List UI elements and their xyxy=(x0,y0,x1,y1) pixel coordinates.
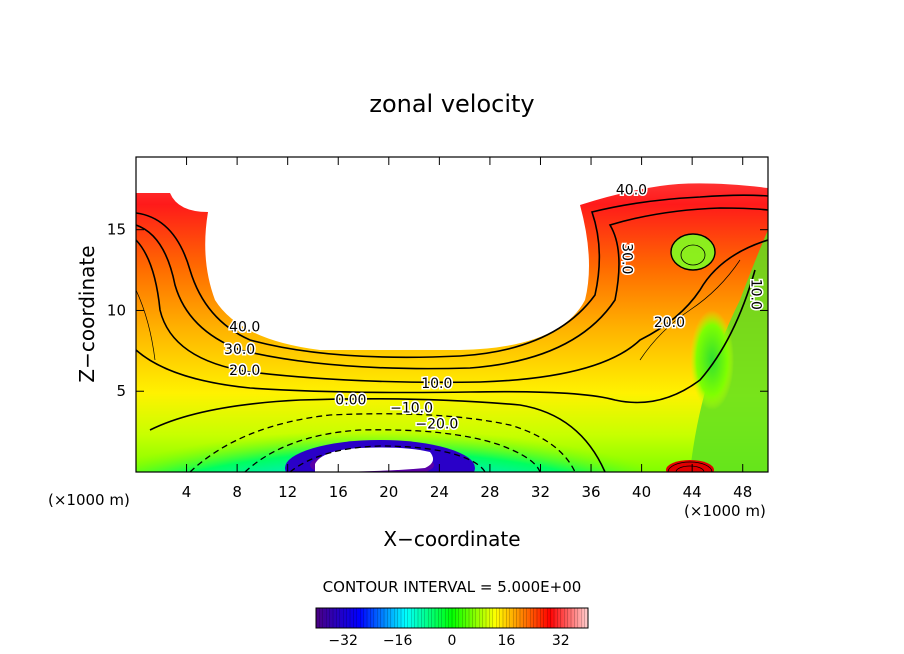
chart-title: zonal velocity xyxy=(369,90,534,118)
contour-label: 20.0 xyxy=(654,315,685,331)
y-axis-label: Z−coordinate xyxy=(75,245,99,382)
contour-ring-3 xyxy=(667,461,713,472)
x-tick-label: 24 xyxy=(430,483,449,501)
contour-ring-1 xyxy=(670,233,716,271)
y-tick-label: 15 xyxy=(107,221,126,239)
blank-top-region xyxy=(136,157,768,350)
x-tick-label: 8 xyxy=(232,483,242,501)
x-unit-right: (×1000 m) xyxy=(684,502,766,520)
x-axis-label: X−coordinate xyxy=(383,527,520,551)
contour-ring-2 xyxy=(680,244,706,266)
y-tick-label: 10 xyxy=(107,301,126,319)
x-tick-label: 12 xyxy=(278,483,297,501)
contour-interval-text: CONTOUR INTERVAL = 5.000E+00 xyxy=(323,578,582,596)
colorbar-tick-label: 16 xyxy=(497,633,515,649)
contour-thin-2 xyxy=(639,259,741,361)
right-green-core xyxy=(690,310,734,410)
contour-0 xyxy=(149,397,606,472)
colorbar-tick-label: 0 xyxy=(448,633,457,649)
colorbar-tick-label: 32 xyxy=(552,633,570,649)
y-tick-label: 5 xyxy=(116,382,126,400)
contour-label: 10.0 xyxy=(748,279,764,310)
contour-label: 40.0 xyxy=(616,182,647,198)
contour-label: −20.0 xyxy=(415,417,458,433)
contour-label: 0.00 xyxy=(335,392,366,408)
x-tick-label: 36 xyxy=(581,483,600,501)
x-tick-label: 20 xyxy=(379,483,398,501)
x-axis-ticks: 4 8 12 16 20 24 28 32 36 40 44 48 xyxy=(182,157,752,501)
contour-label: 40.0 xyxy=(229,320,260,336)
x-tick-label: 32 xyxy=(531,483,550,501)
contour-ring-4 xyxy=(675,465,705,472)
contour-label: 30.0 xyxy=(224,342,255,358)
x-tick-label: 28 xyxy=(480,483,499,501)
contour-label: 20.0 xyxy=(229,363,260,379)
contour-label: −10.0 xyxy=(390,400,433,416)
contour-20 xyxy=(136,239,768,384)
contour-field: 40.0 30.0 20.0 10.0 0.00 −10.0−20.0 40.0 30.0 20… xyxy=(136,157,768,472)
colorbar-tick-label: −16 xyxy=(383,633,413,649)
contour-40 xyxy=(136,194,768,359)
hot-spot xyxy=(666,460,714,472)
upper-right-cell xyxy=(671,234,715,270)
x-tick-label: 4 xyxy=(182,483,192,501)
x-unit-left: (×1000 m) xyxy=(48,491,130,509)
blank-core-region xyxy=(315,447,434,472)
contour-neg20 xyxy=(244,429,541,472)
x-tick-label: 16 xyxy=(329,483,348,501)
contour-neg10 xyxy=(189,413,576,472)
contour-30 xyxy=(136,207,768,370)
contour-thin-1 xyxy=(136,289,156,361)
x-tick-label: 44 xyxy=(683,483,702,501)
contour-label: 30.0 xyxy=(619,243,635,274)
contour-label: 10.0 xyxy=(421,376,452,392)
x-tick-label: 48 xyxy=(733,483,752,501)
contour-lines xyxy=(136,194,768,472)
x-tick-label: 40 xyxy=(632,483,651,501)
colorbar-stripes xyxy=(319,608,585,628)
y-axis-ticks: 5 10 15 xyxy=(107,221,768,400)
colorbar-ticks: −32 −16 0 16 32 xyxy=(328,633,569,649)
plot-frame xyxy=(135,156,769,473)
contour-10 xyxy=(136,269,756,404)
colorbar-tick-label: −32 xyxy=(328,633,358,649)
contour-labels: 40.0 30.0 20.0 10.0 0.00 −10.0−20.0 40.0 30.0 20… xyxy=(223,181,766,434)
